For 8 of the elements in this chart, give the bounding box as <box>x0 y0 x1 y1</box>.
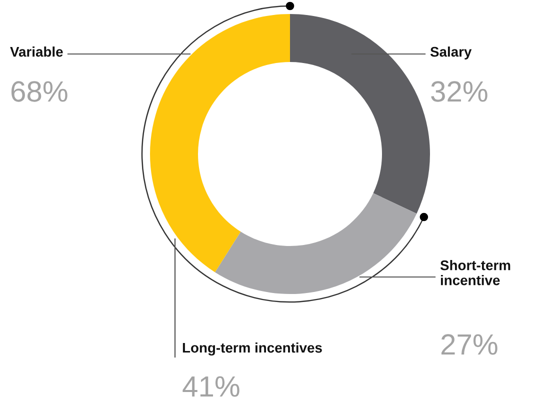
text: 68% <box>11 81 68 102</box>
text: Variable <box>10 46 63 57</box>
slice-label: Salary <box>430 46 472 60</box>
data-label: 32% <box>431 81 488 102</box>
data-label: 41% <box>182 376 240 397</box>
slice-label: Short-term incentive <box>440 260 510 286</box>
slice-label: Long-term incentives <box>182 342 322 356</box>
data-label: 27% <box>441 334 498 355</box>
